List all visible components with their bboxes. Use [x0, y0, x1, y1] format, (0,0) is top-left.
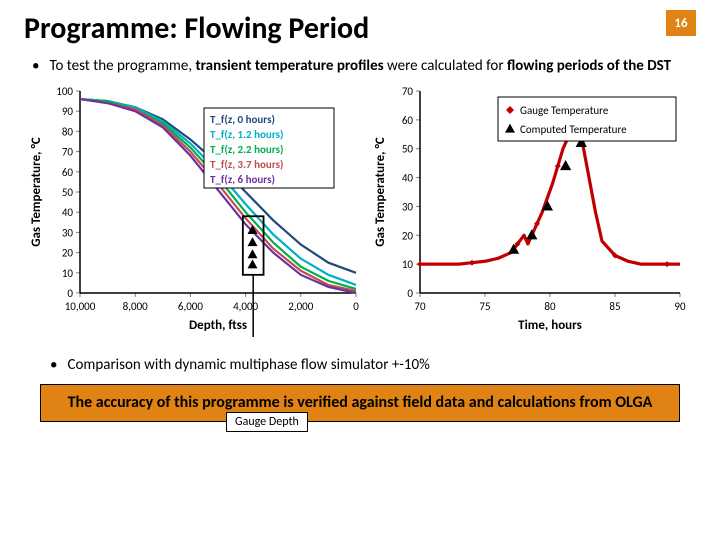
svg-text:Depth, ftss: Depth, ftss	[189, 318, 247, 333]
page-title: Programme: Flowing Period	[24, 10, 369, 47]
svg-text:T_f(z, 3.7 hours): T_f(z, 3.7 hours)	[210, 158, 283, 171]
bullet-1-bold2: flowing periods of the DST	[507, 57, 671, 75]
svg-text:20: 20	[62, 246, 74, 259]
svg-text:Computed Temperature: Computed Temperature	[520, 123, 627, 136]
svg-text:60: 60	[402, 113, 414, 126]
svg-text:Gas Temperature, °C: Gas Temperature, °C	[29, 137, 44, 247]
footer-banner: The accuracy of this programme is verifi…	[40, 384, 680, 422]
svg-text:T_f(z, 2.2 hours): T_f(z, 2.2 hours)	[210, 143, 283, 156]
svg-text:10,000: 10,000	[65, 300, 96, 313]
svg-text:40: 40	[402, 171, 414, 184]
page-number-badge: 16	[666, 10, 696, 36]
bullet-1-text: To test the programme, transient tempera…	[49, 57, 671, 77]
slide: Programme: Flowing Period 16 • To test t…	[0, 0, 720, 540]
svg-text:10: 10	[62, 266, 74, 279]
svg-text:70: 70	[62, 145, 74, 158]
svg-text:0: 0	[407, 287, 413, 300]
header: Programme: Flowing Period 16	[24, 10, 696, 47]
svg-text:80: 80	[544, 300, 556, 313]
svg-text:70: 70	[414, 300, 426, 313]
svg-text:10: 10	[402, 258, 414, 271]
svg-text:40: 40	[62, 206, 74, 219]
svg-text:4,000: 4,000	[233, 300, 258, 313]
bullet-1-bold1: transient temperature profiles	[195, 57, 383, 75]
svg-text:50: 50	[402, 142, 414, 155]
bullet-dot: •	[32, 57, 39, 77]
svg-text:70: 70	[402, 85, 414, 98]
svg-text:Gauge Temperature: Gauge Temperature	[520, 104, 609, 117]
bullet-1-mid: were calculated for	[384, 57, 507, 75]
bullet-dot-2: •	[50, 356, 57, 374]
svg-text:Gas Temperature, °C: Gas Temperature, °C	[373, 137, 388, 247]
svg-text:30: 30	[62, 226, 74, 239]
svg-text:T_f(z, 1.2 hours): T_f(z, 1.2 hours)	[210, 128, 283, 141]
svg-text:20: 20	[402, 229, 414, 242]
svg-text:0: 0	[67, 287, 73, 300]
chart-time-temperature: 0 10 20 30 40 50 60 70 70 75 80 85 90 Gas Temperature…	[370, 83, 690, 337]
bullet-1-prefix: To test the programme,	[49, 57, 195, 75]
chart-left-container: 0 10 20 30 40 50 60 70 80 90 100 10,000 8,000 6,000 4,…	[24, 83, 364, 342]
bullet-2-text: Comparison with dynamic multiphase flow …	[67, 356, 429, 374]
svg-text:2,000: 2,000	[288, 300, 313, 313]
svg-text:75: 75	[479, 300, 490, 313]
svg-text:85: 85	[609, 300, 620, 313]
gauge-depth-label: Gauge Depth	[226, 412, 308, 432]
svg-text:50: 50	[62, 186, 74, 199]
svg-text:8,000: 8,000	[123, 300, 148, 313]
svg-text:30: 30	[402, 200, 414, 213]
charts-row: 010203040506070809010010,0008,0006,0004,…	[24, 83, 696, 342]
svg-text:90: 90	[674, 300, 686, 313]
svg-text:6,000: 6,000	[178, 300, 203, 313]
svg-text:T_f(z, 0 hours): T_f(z, 0 hours)	[210, 113, 275, 126]
svg-text:90: 90	[62, 105, 74, 118]
chart-right-container: 0 10 20 30 40 50 60 70 70 75 80 85 90 Gas Temperature…	[370, 83, 690, 342]
svg-text:0: 0	[353, 300, 359, 313]
bullet-1: • To test the programme, transient tempe…	[32, 57, 696, 77]
chart-depth-temperature: 0 10 20 30 40 50 60 70 80 90 100 10,000 8,000 6,000 4,…	[24, 83, 364, 337]
svg-text:100: 100	[56, 85, 73, 98]
bullet-2: • Comparison with dynamic multiphase flo…	[50, 356, 696, 374]
svg-text:Time, hours: Time, hours	[518, 318, 582, 333]
svg-text:80: 80	[62, 125, 74, 138]
svg-text:60: 60	[62, 165, 74, 178]
svg-text:T_f(z, 6 hours): T_f(z, 6 hours)	[210, 173, 275, 186]
